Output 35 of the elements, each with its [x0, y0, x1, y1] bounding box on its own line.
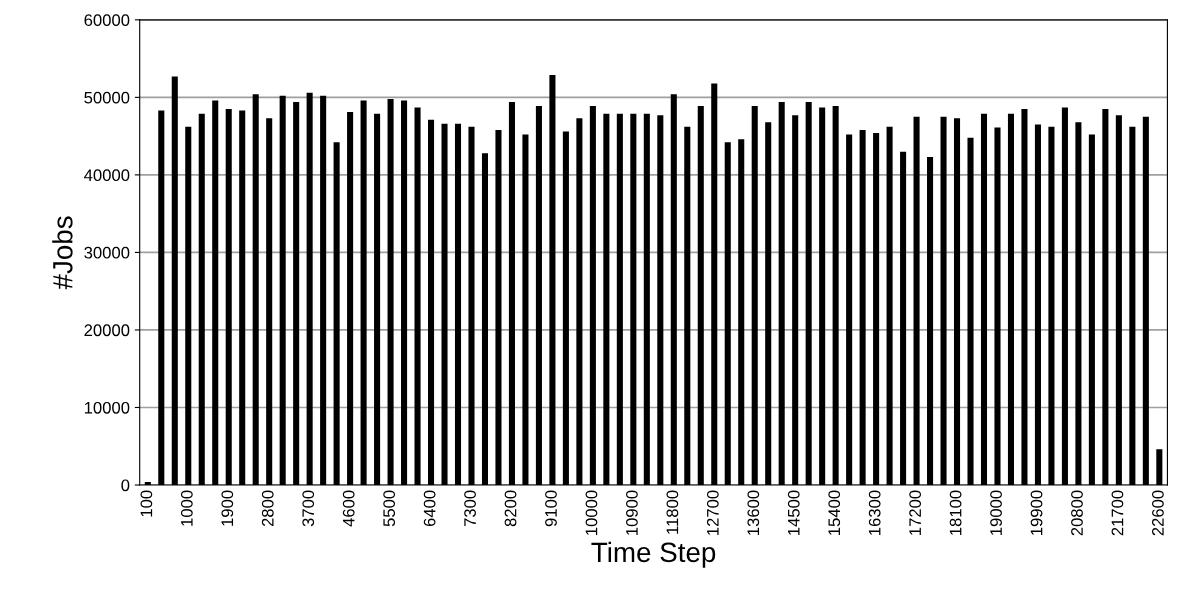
x-tick-label: 100: [140, 490, 153, 517]
x-tick-label: 13600: [747, 490, 760, 535]
x-tick-label: 21700: [1111, 490, 1124, 536]
x-tick-label: 1900: [221, 490, 234, 526]
x-tick-label: 20800: [1071, 490, 1083, 536]
x-tick-label: 19900: [1030, 490, 1043, 535]
y-tick-label: 60000: [84, 14, 130, 27]
y-axis-title: #Jobs: [52, 216, 73, 290]
y-tick-label: 50000: [84, 91, 130, 104]
x-tick-label: 18100: [949, 490, 962, 535]
x-tick-label: 6400: [423, 490, 436, 527]
x-tick-label: 15400: [828, 490, 841, 535]
y-tick-label: 0: [121, 479, 130, 492]
x-tick-label: 10000: [585, 490, 598, 535]
x-tick-label: 7300: [464, 490, 476, 527]
x-tick-label: 4600: [342, 490, 355, 527]
y-tick-label: 40000: [84, 169, 130, 182]
x-tick-label: 14500: [787, 490, 800, 535]
y-tick-label: 20000: [84, 324, 130, 337]
x-tick-label: 12700: [706, 490, 719, 535]
x-tick-label: 22600: [1152, 490, 1164, 536]
x-tick-label: 9100: [545, 490, 557, 527]
x-tick-label: 3700: [302, 490, 315, 527]
x-tick-label: 2800: [261, 490, 274, 527]
x-tick-label: 5500: [383, 490, 396, 527]
x-tick-label: 11800: [666, 490, 679, 534]
x-tick-label: 10900: [626, 490, 638, 535]
x-tick-label: 19000: [990, 490, 1002, 535]
x-tick-label: 17200: [909, 490, 922, 535]
y-tick-label: 10000: [84, 401, 130, 414]
x-axis-title: Time Step: [591, 541, 716, 568]
x-tick-label: 1000: [180, 490, 193, 526]
x-tick-label: 8200: [504, 490, 517, 527]
x-tick-label: 16300: [868, 490, 881, 535]
y-tick-label: 30000: [84, 246, 130, 259]
